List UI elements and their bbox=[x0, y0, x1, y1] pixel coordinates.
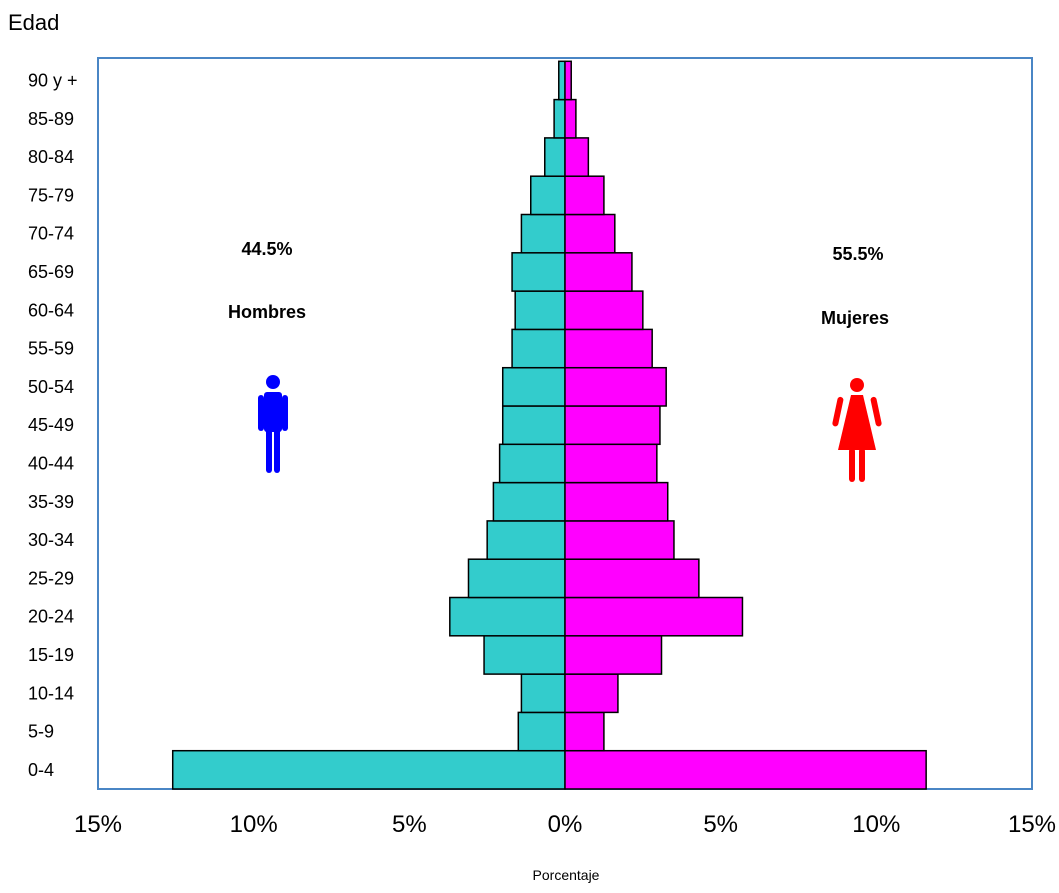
x-tick-label: 0% bbox=[548, 811, 583, 838]
bar-mujeres-75-79 bbox=[564, 175, 605, 216]
age-label: 45-49 bbox=[28, 415, 74, 435]
female-label: Mujeres bbox=[821, 308, 889, 328]
bar-mujeres-50-54 bbox=[564, 366, 667, 407]
age-label: 35-39 bbox=[28, 492, 74, 512]
bar-hombres-65-69 bbox=[511, 252, 566, 292]
bar-hombres-35-39 bbox=[492, 481, 566, 522]
age-label: 55-59 bbox=[28, 339, 74, 359]
bar-mujeres-15-19 bbox=[564, 635, 663, 675]
bar-hombres-25-29 bbox=[467, 558, 566, 599]
bar-mujeres-40-44 bbox=[564, 443, 658, 484]
age-label: 0-4 bbox=[28, 760, 54, 780]
x-tick-label: 10% bbox=[230, 811, 278, 838]
bar-mujeres-65-69 bbox=[564, 252, 633, 292]
male-percent-label: 44.5% bbox=[241, 239, 292, 259]
bar-mujeres-0-4 bbox=[564, 749, 927, 790]
x-tick-labels: 15% 10% 5% 0% 5% 10% 15% bbox=[74, 811, 1056, 838]
age-label: 5-9 bbox=[28, 722, 54, 742]
bars-layer bbox=[171, 60, 927, 790]
female-percent-label: 55.5% bbox=[832, 244, 883, 264]
bar-mujeres-90 y + bbox=[564, 60, 572, 101]
age-label: 75-79 bbox=[28, 185, 74, 205]
x-axis-title: Porcentaje bbox=[533, 867, 600, 883]
bar-mujeres-85-89 bbox=[564, 98, 577, 139]
bar-mujeres-35-39 bbox=[564, 481, 669, 522]
age-label: 90 y + bbox=[28, 70, 78, 90]
category-labels: 0-4 5-9 10-14 15-19 20-24 25-29 30-34 35-39 40-4… bbox=[28, 70, 78, 779]
bar-hombres-50-54 bbox=[501, 366, 566, 407]
bar-hombres-10-14 bbox=[520, 673, 566, 714]
bar-mujeres-55-59 bbox=[564, 328, 653, 369]
age-label: 10-14 bbox=[28, 683, 74, 703]
age-label: 40-44 bbox=[28, 453, 74, 473]
age-label: 80-84 bbox=[28, 147, 74, 167]
age-label: 20-24 bbox=[28, 607, 74, 627]
x-tick-label: 10% bbox=[852, 811, 900, 838]
age-label: 30-34 bbox=[28, 530, 74, 550]
bar-hombres-80-84 bbox=[544, 137, 566, 177]
bar-mujeres-45-49 bbox=[564, 405, 661, 446]
x-tick-label: 15% bbox=[74, 811, 122, 838]
bar-hombres-0-4 bbox=[171, 749, 566, 790]
bar-hombres-40-44 bbox=[498, 443, 566, 484]
age-label: 15-19 bbox=[28, 645, 74, 665]
age-label: 70-74 bbox=[28, 224, 74, 244]
age-label: 25-29 bbox=[28, 568, 74, 588]
bar-hombres-15-19 bbox=[483, 635, 566, 675]
bar-hombres-70-74 bbox=[520, 213, 566, 254]
male-person-icon bbox=[258, 375, 288, 473]
x-tick-label: 5% bbox=[392, 811, 427, 838]
bar-hombres-60-64 bbox=[514, 290, 566, 331]
x-tick-label: 15% bbox=[1008, 811, 1056, 838]
x-tick-label: 5% bbox=[703, 811, 738, 838]
bar-hombres-90 y + bbox=[558, 60, 566, 101]
bar-mujeres-60-64 bbox=[564, 290, 644, 331]
bar-mujeres-25-29 bbox=[564, 558, 700, 599]
age-label: 85-89 bbox=[28, 109, 74, 129]
bar-hombres-30-34 bbox=[486, 520, 566, 560]
age-label: 60-64 bbox=[28, 300, 74, 320]
female-person-icon bbox=[832, 378, 882, 482]
bar-hombres-45-49 bbox=[501, 405, 566, 446]
bar-mujeres-30-34 bbox=[564, 520, 675, 560]
bar-mujeres-80-84 bbox=[564, 137, 590, 177]
male-label: Hombres bbox=[228, 302, 306, 322]
bar-hombres-75-79 bbox=[530, 175, 566, 216]
bar-mujeres-5-9 bbox=[564, 711, 605, 752]
bar-hombres-55-59 bbox=[511, 328, 566, 369]
bar-mujeres-20-24 bbox=[564, 596, 744, 637]
bar-mujeres-10-14 bbox=[564, 673, 619, 714]
age-label: 65-69 bbox=[28, 262, 74, 282]
bar-hombres-85-89 bbox=[553, 98, 566, 139]
bar-hombres-5-9 bbox=[517, 711, 566, 752]
y-axis-title: Edad bbox=[8, 10, 59, 35]
bar-hombres-20-24 bbox=[449, 596, 566, 637]
age-label: 50-54 bbox=[28, 377, 74, 397]
bar-mujeres-70-74 bbox=[564, 213, 616, 254]
